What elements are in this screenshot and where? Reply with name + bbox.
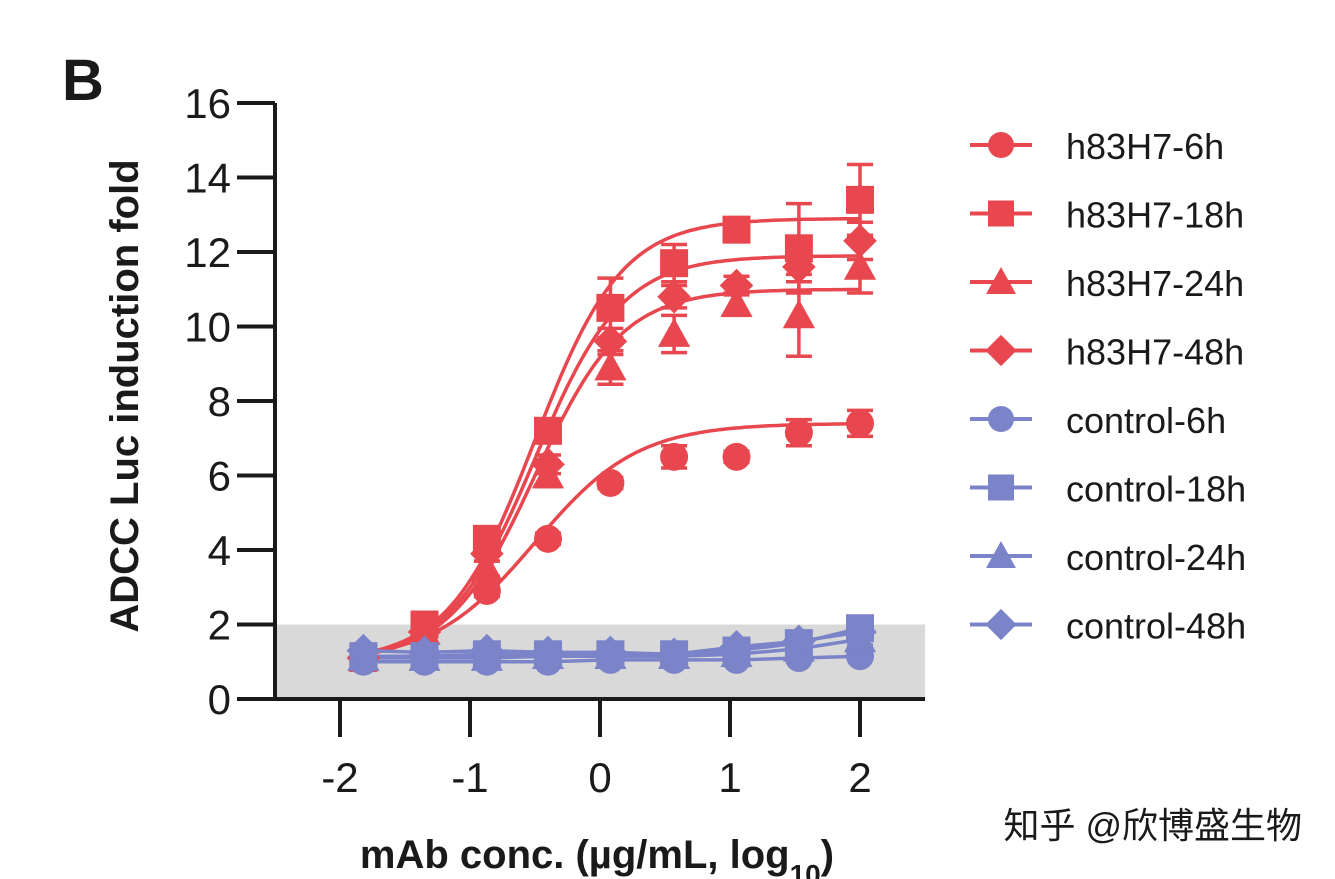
point-control-48h (531, 635, 565, 670)
legend-label: control-48h (1066, 606, 1246, 647)
point-control-48h (782, 624, 816, 659)
panel-label: B (62, 48, 104, 113)
legend-item-control-24h: control-24h (970, 537, 1246, 578)
point-h83h7-6h (846, 409, 874, 438)
legend-marker-square (988, 474, 1014, 501)
legend-item-control-18h: control-18h (970, 469, 1246, 510)
y-axis-label: ADCC Luc induction fold (103, 159, 147, 632)
point-h83h7-24h (782, 299, 815, 329)
point-h83h7-18h (534, 416, 562, 445)
point-h83h7-48h (593, 324, 628, 359)
x-axis: -2 -1 0 1 2 (237, 697, 925, 801)
point-h83h7-18h (846, 185, 874, 214)
y-tick-label: 16 (184, 80, 231, 127)
legend-marker-square (988, 200, 1014, 227)
legend-item-h83h7-24h: h83H7-24h (970, 263, 1244, 304)
point-h83h7-48h (719, 268, 754, 303)
legend-label: h83H7-6h (1066, 126, 1224, 167)
x-tick-label: 1 (718, 754, 741, 801)
legend-marker-circle (988, 406, 1014, 432)
point-h83h7-18h (722, 215, 751, 244)
x-tick-label: -2 (321, 754, 358, 801)
y-axis: 0 2 4 6 8 10 12 14 16 (184, 80, 277, 723)
x-tick-label: -1 (451, 754, 488, 801)
legend-item-h83h7-6h: h83H7-6h (970, 126, 1224, 167)
point-h83h7-6h (660, 442, 689, 471)
point-h83h7-48h (407, 615, 442, 649)
point-h83h7-48h (657, 279, 691, 314)
y-tick-label: 12 (184, 229, 231, 276)
watermark: 知乎 @欣博盛生物 (1003, 805, 1302, 846)
legend-marker-diamond (985, 608, 1017, 641)
point-h83h7-18h (660, 249, 689, 278)
legend-item-h83h7-48h: h83H7-48h (970, 332, 1244, 373)
legend-label: control-24h (1066, 537, 1246, 578)
point-control-48h (470, 633, 504, 668)
point-control-48h (346, 633, 381, 668)
y-tick-label: 0 (208, 676, 231, 723)
point-h83h7-6h (472, 576, 501, 605)
legend-marker-diamond (985, 334, 1017, 367)
point-control-48h (719, 630, 754, 664)
legend-item-control-6h: control-6h (970, 400, 1226, 441)
y-tick-label: 10 (184, 304, 231, 351)
x-axis-label: mAb conc. (µg/mL, log10) (360, 833, 834, 879)
legend-label: control-6h (1066, 400, 1226, 441)
point-h83h7-6h (596, 468, 625, 497)
legend: h83H7-6h h83H7-18h h83H7-24h h83H7-48h contr… (970, 126, 1246, 647)
point-h83h7-48h (531, 447, 565, 482)
point-h83h7-6h (722, 442, 751, 471)
point-h83h7-18h (596, 293, 625, 322)
point-h83h7-48h (782, 250, 816, 284)
y-tick-label: 6 (208, 453, 231, 500)
data-points (346, 185, 877, 676)
point-control-48h (407, 635, 442, 670)
point-control-48h (843, 615, 877, 649)
x-tick-label: 2 (848, 754, 871, 801)
fit-curve-h83h7-6h (363, 422, 860, 656)
point-h83h7-48h (470, 536, 504, 571)
legend-label: control-18h (1066, 469, 1246, 510)
point-control-48h (593, 635, 628, 670)
legend-marker-triangle (986, 541, 1016, 568)
point-h83h7-48h (843, 224, 877, 258)
point-control-48h (657, 637, 691, 672)
legend-label: h83H7-18h (1066, 195, 1244, 236)
point-h83h7-24h (658, 317, 691, 347)
x-tick-label: 0 (588, 754, 611, 801)
point-h83h7-6h (784, 418, 813, 447)
legend-label: h83H7-24h (1066, 263, 1244, 304)
point-h83h7-24h (843, 250, 877, 280)
legend-item-h83h7-18h: h83H7-18h (970, 195, 1244, 236)
y-tick-label: 4 (208, 527, 231, 574)
point-h83h7-6h (534, 524, 562, 553)
legend-label: h83H7-48h (1066, 332, 1244, 373)
y-tick-label: 8 (208, 378, 231, 425)
legend-marker-triangle (986, 267, 1016, 294)
legend-item-control-48h: control-48h (970, 606, 1246, 647)
legend-marker-circle (988, 132, 1014, 158)
y-tick-label: 14 (184, 155, 231, 202)
point-h83h7-24h (720, 288, 753, 318)
point-h83h7-24h (594, 351, 627, 381)
y-tick-label: 2 (208, 602, 231, 649)
